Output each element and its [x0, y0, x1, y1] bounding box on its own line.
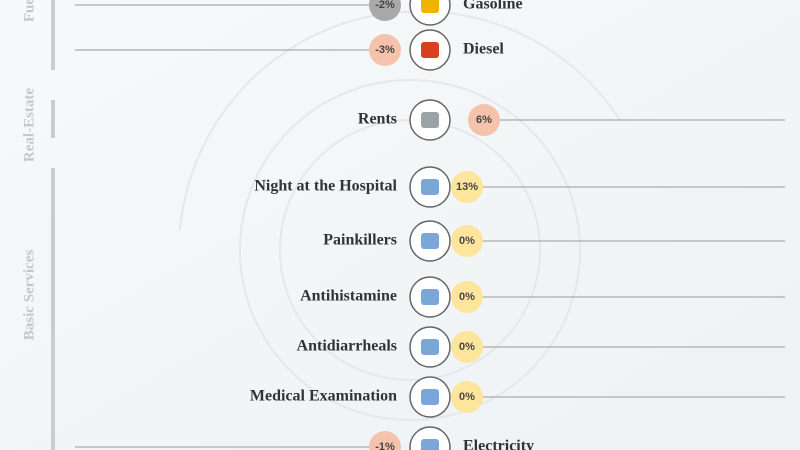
icon [421, 42, 439, 58]
icon [421, 233, 439, 249]
item-label: Antihistamine [300, 288, 397, 305]
item-label: Night at the Hospital [254, 178, 397, 195]
section-title: Basic Services [21, 250, 37, 341]
change-value: -1% [375, 441, 395, 450]
change-badge [468, 104, 500, 136]
change-badge [451, 171, 483, 203]
change-badge [451, 281, 483, 313]
icon [421, 179, 439, 195]
item-label: Rents [358, 111, 397, 128]
icon [421, 289, 439, 305]
change-badge [451, 331, 483, 363]
item-label: Painkillers [323, 232, 397, 249]
icon [421, 389, 439, 405]
icon [421, 0, 439, 13]
icon [421, 112, 439, 128]
change-value: -3% [375, 44, 395, 56]
item-label: Antidiarrheals [297, 338, 397, 355]
change-badge [369, 431, 401, 450]
change-value: 0% [459, 291, 475, 303]
item-label: Medical Examination [250, 388, 397, 405]
item-label: Electricity [463, 438, 534, 450]
icon [421, 439, 439, 450]
change-badge [369, 0, 401, 21]
change-value: 13% [456, 181, 478, 193]
change-value: 0% [459, 391, 475, 403]
change-badge [451, 225, 483, 257]
change-badge [451, 381, 483, 413]
section-title: Fuel [21, 0, 37, 22]
change-value: 6% [476, 114, 492, 126]
icon-ring [409, 426, 451, 450]
change-value: 0% [459, 341, 475, 353]
change-value: -2% [375, 0, 395, 11]
icon [421, 339, 439, 355]
change-badge [369, 34, 401, 66]
item-label: Gasoline [463, 0, 523, 13]
change-value: 0% [459, 235, 475, 247]
section-title: Real-Estate [21, 88, 37, 162]
item-label: Diesel [463, 41, 504, 58]
